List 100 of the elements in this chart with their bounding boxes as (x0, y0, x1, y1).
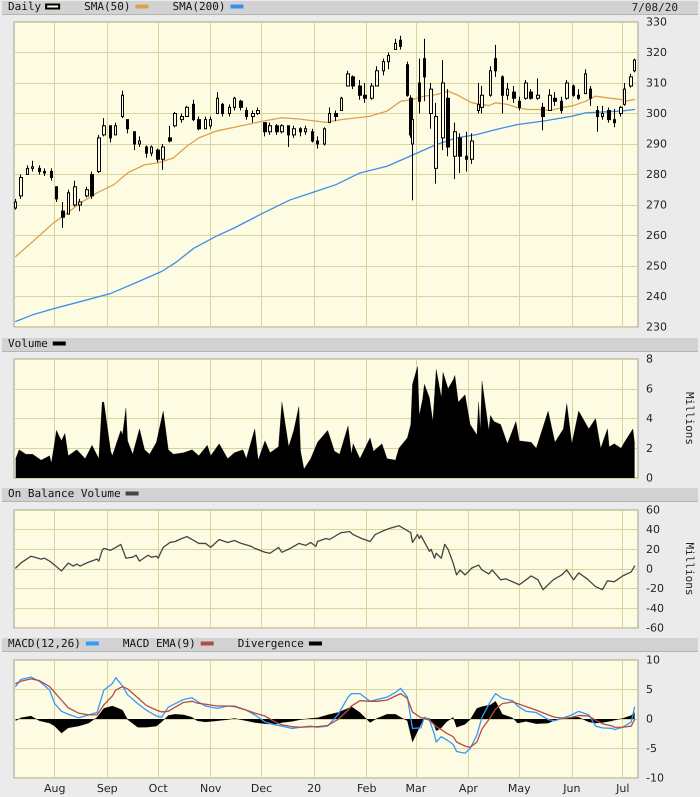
candlestick (204, 116, 207, 130)
line-series (15, 108, 636, 322)
candlestick (584, 68, 587, 94)
candlestick (565, 79, 569, 100)
y-tick-label: -10 (646, 772, 664, 784)
candlestick (311, 128, 314, 143)
candlestick (328, 106, 331, 124)
candlestick (387, 52, 390, 70)
candlestick (245, 106, 248, 120)
candlestick (138, 136, 141, 148)
candlestick (589, 86, 592, 106)
x-tick-label: Oct (148, 782, 168, 795)
y-tick-label: 0 (646, 712, 653, 726)
candlestick (150, 145, 153, 157)
candlestick (304, 125, 307, 136)
x-tick-label: Jun (562, 782, 580, 795)
candlestick (596, 105, 599, 132)
legend-label: MACD(12,26) (8, 637, 81, 650)
candlestick (429, 82, 433, 130)
candlestick (38, 164, 41, 175)
candlestick (607, 106, 611, 124)
candlestick (629, 73, 633, 88)
candlestick (506, 82, 509, 100)
y-tick-label: 240 (646, 290, 667, 303)
candlestick (470, 132, 474, 164)
candlestick (197, 116, 201, 131)
candlestick (501, 74, 504, 114)
candlestick (55, 186, 58, 202)
candlestick (173, 111, 177, 128)
y-tick-label: -40 (646, 602, 664, 615)
candlestick (133, 131, 136, 151)
candlestick (633, 58, 636, 73)
candlestick (399, 35, 402, 50)
x-tick-label: Feb (356, 782, 376, 795)
y-axis-title: Millions (683, 542, 696, 596)
candlestick (126, 119, 129, 134)
candlestick (121, 90, 124, 119)
candlestick (168, 125, 172, 143)
y-tick-label: 300 (646, 107, 667, 120)
candlestick (619, 105, 623, 118)
y-tick-label: 2 (646, 442, 653, 455)
candlestick (228, 104, 231, 118)
legend-label: MACD EMA(9) (122, 637, 196, 650)
candlestick (418, 58, 421, 114)
candlestick (299, 126, 302, 137)
x-tick-label: May (508, 782, 532, 795)
y-tick-label: 40 (646, 523, 660, 536)
candlestick (50, 168, 53, 182)
legend-label: Divergence (238, 637, 304, 650)
text: 7/08/20 (632, 1, 678, 14)
line-series (15, 525, 636, 590)
legend-label: Daily (8, 0, 42, 13)
candlestick (292, 125, 296, 138)
candlestick (209, 116, 212, 130)
y-tick-label: 6 (646, 382, 653, 396)
candlestick (114, 122, 117, 136)
candlestick (19, 174, 23, 200)
x-tick-label: Sep (96, 782, 118, 795)
candlestick (601, 105, 604, 120)
candlestick (340, 96, 343, 111)
candlestick (316, 136, 319, 150)
candlestick (577, 88, 580, 100)
legend-label: SMA(50) (84, 0, 130, 13)
y-tick-label: 0 (646, 472, 653, 484)
candlestick (221, 102, 224, 118)
y-tick-label: -60 (646, 622, 664, 634)
candlestick (31, 160, 34, 172)
y-tick-label: 60 (646, 504, 660, 516)
candlestick (67, 189, 70, 215)
x-tick-label: Nov (200, 782, 222, 795)
legend-label: Volume (8, 337, 48, 350)
candlestick (192, 99, 195, 122)
y-tick-label: 330 (646, 16, 667, 28)
candlestick (477, 82, 480, 114)
candlestick (233, 96, 236, 111)
candlestick (323, 126, 326, 146)
candlestick (216, 92, 219, 114)
x-tick-label: Apr (458, 782, 478, 795)
candlestick (465, 131, 468, 172)
candlestick (145, 145, 148, 158)
candlestick (536, 78, 540, 100)
y-axis-title: Millions (683, 392, 696, 445)
y-tick-label: 20 (646, 542, 660, 556)
candlestick (423, 38, 426, 102)
y-tick-label: 8 (646, 352, 653, 366)
candlestick (43, 168, 46, 177)
candlestick (434, 102, 438, 184)
y-tick-label: -20 (646, 582, 664, 596)
y-tick-label: 310 (646, 76, 667, 90)
candlestick (560, 96, 563, 114)
x-tick-label: Aug (44, 782, 66, 795)
candlestick (572, 84, 575, 98)
y-tick-label: 280 (646, 168, 667, 181)
candlestick (480, 86, 484, 114)
y-tick-label: 10 (646, 654, 660, 666)
candlestick (494, 44, 497, 78)
candlestick (613, 108, 616, 128)
line-series (15, 90, 636, 258)
x-tick-label: Dec (250, 782, 272, 795)
candlestick (512, 86, 516, 104)
